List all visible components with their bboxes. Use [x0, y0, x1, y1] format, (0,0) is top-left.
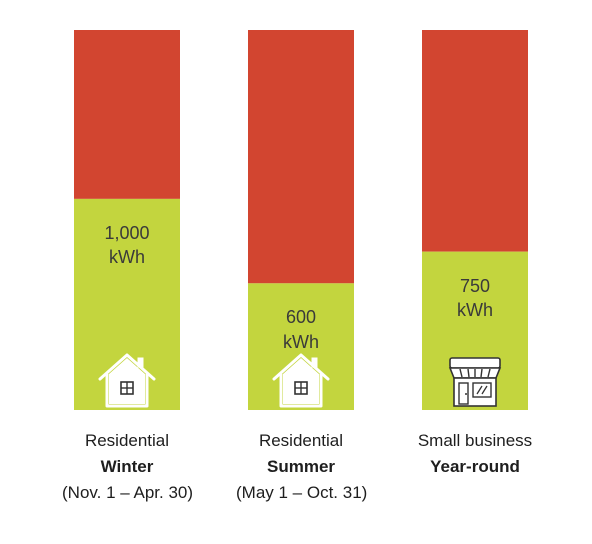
period-dates: (May 1 – Oct. 31) — [236, 483, 368, 502]
bar-remainder-small-business — [422, 30, 528, 252]
category-label-small-business: Small business Year-round — [410, 430, 540, 506]
value-unit: kWh — [457, 299, 493, 320]
category-label-residential-winter: Residential Winter (Nov. 1 – Apr. 30) — [62, 430, 194, 506]
bar-group-residential-winter — [74, 30, 180, 410]
bar-group-small-business — [422, 30, 528, 410]
value-number: 1,000 — [104, 222, 150, 243]
period-name: Year-round — [430, 457, 520, 476]
value-number: 600 — [285, 307, 317, 328]
period-name: Summer — [266, 457, 336, 476]
house-icon — [98, 353, 156, 408]
period-name: Winter — [100, 457, 154, 476]
storefront-icon — [448, 357, 502, 407]
value-unit: kWh — [283, 331, 319, 352]
value-label-residential-summer: 600 kWh — [248, 305, 354, 354]
category-name: Residential — [84, 431, 170, 450]
value-unit: kWh — [109, 247, 145, 268]
period-dates — [410, 482, 540, 506]
bar-remainder-residential-summer — [248, 30, 354, 284]
house-icon — [272, 353, 330, 408]
value-label-small-business: 750 kWh — [422, 274, 528, 323]
category-name: Residential — [258, 431, 344, 450]
value-number: 750 — [459, 275, 491, 296]
category-label-residential-summer: Residential Summer (May 1 – Oct. 31) — [236, 430, 368, 506]
period-dates: (Nov. 1 – Apr. 30) — [62, 483, 194, 502]
bar-group-residential-summer — [248, 30, 354, 410]
value-label-residential-winter: 1,000 kWh — [74, 221, 180, 270]
bar-remainder-residential-winter — [74, 30, 180, 199]
category-name: Small business — [417, 431, 533, 450]
